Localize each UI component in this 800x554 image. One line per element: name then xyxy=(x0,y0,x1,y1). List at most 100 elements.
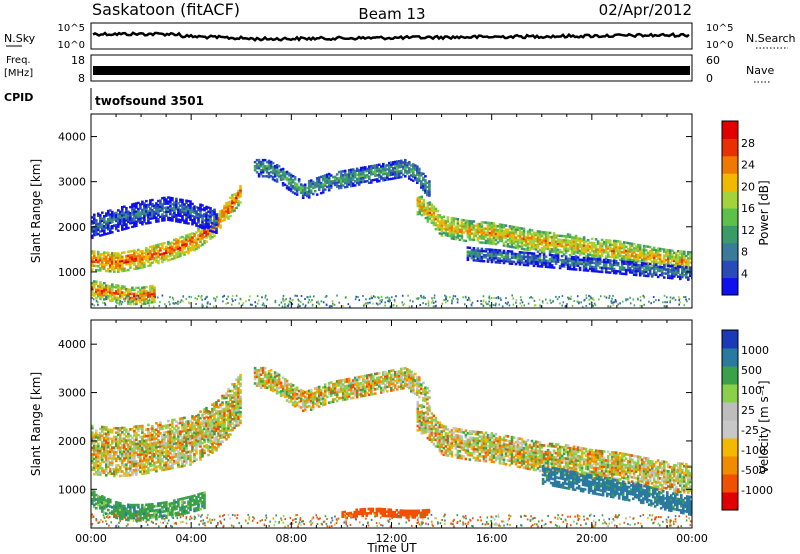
cell xyxy=(614,269,618,273)
cell xyxy=(238,302,240,305)
cell xyxy=(311,180,315,184)
cell xyxy=(610,301,613,304)
cell xyxy=(91,297,93,300)
cell xyxy=(195,222,198,225)
cell xyxy=(414,178,417,181)
cell xyxy=(526,236,530,239)
cell xyxy=(251,303,253,306)
cell xyxy=(132,300,135,303)
cell xyxy=(502,224,506,227)
cell xyxy=(117,296,120,300)
cell xyxy=(111,212,114,216)
cell xyxy=(542,255,546,258)
cell xyxy=(149,444,152,448)
cell xyxy=(470,248,474,252)
cell xyxy=(115,225,118,229)
cell xyxy=(163,254,166,257)
cell xyxy=(157,207,160,211)
cell xyxy=(151,299,154,302)
cell xyxy=(299,183,303,186)
cell xyxy=(528,240,532,244)
cell xyxy=(139,213,142,216)
cell xyxy=(277,171,281,174)
cell xyxy=(345,183,349,187)
band-5 xyxy=(91,196,218,239)
cell xyxy=(538,248,542,252)
cell xyxy=(341,176,345,179)
cell xyxy=(159,199,162,202)
cell xyxy=(482,221,486,224)
cell xyxy=(105,263,108,267)
cell xyxy=(149,221,152,224)
cell xyxy=(464,219,468,222)
cell xyxy=(426,206,430,209)
cell xyxy=(614,248,618,251)
cell xyxy=(510,243,514,247)
cell xyxy=(669,301,671,304)
cell xyxy=(663,248,666,251)
cell xyxy=(297,186,301,189)
cell xyxy=(402,167,405,170)
cell xyxy=(620,260,624,263)
cell xyxy=(111,441,114,445)
cell xyxy=(153,250,156,254)
cell xyxy=(502,244,506,247)
cell xyxy=(97,258,100,262)
cell xyxy=(121,285,124,288)
cell xyxy=(151,286,154,290)
cell xyxy=(101,430,104,433)
cell xyxy=(97,224,100,228)
cell xyxy=(566,247,570,250)
cell xyxy=(133,217,136,220)
cell xyxy=(281,173,285,177)
cell xyxy=(552,300,554,303)
cell xyxy=(323,180,327,183)
cell xyxy=(571,304,574,307)
cell xyxy=(181,243,184,247)
cell xyxy=(498,227,502,230)
cell xyxy=(109,221,112,224)
cell xyxy=(436,209,440,213)
cell xyxy=(458,234,462,238)
cell xyxy=(195,241,198,244)
cell xyxy=(580,250,584,253)
cell xyxy=(91,230,94,233)
cell xyxy=(351,176,355,179)
cell xyxy=(95,457,98,461)
cell xyxy=(119,264,122,267)
cell xyxy=(588,263,592,266)
cell xyxy=(420,180,423,183)
cell xyxy=(127,454,130,457)
cell xyxy=(157,245,160,249)
cell xyxy=(512,227,516,231)
cell xyxy=(516,255,520,258)
cell xyxy=(638,260,642,263)
cell xyxy=(217,220,220,224)
cell xyxy=(159,257,162,260)
cell xyxy=(510,237,514,241)
cell xyxy=(496,231,500,234)
cell xyxy=(137,201,140,205)
cell xyxy=(125,261,128,264)
cell xyxy=(128,298,131,301)
cell xyxy=(109,295,112,298)
cell xyxy=(671,253,674,256)
cell xyxy=(141,292,144,296)
cell xyxy=(418,212,422,215)
cell xyxy=(665,268,668,271)
cell xyxy=(492,248,496,252)
cell xyxy=(109,270,112,273)
cell xyxy=(211,222,214,225)
cell xyxy=(558,248,562,252)
cell xyxy=(155,246,158,249)
cell xyxy=(200,296,202,299)
cell xyxy=(622,247,626,250)
cell xyxy=(570,255,574,259)
cell xyxy=(143,210,146,213)
cell xyxy=(279,168,283,171)
cell xyxy=(586,249,590,252)
cell xyxy=(157,249,160,253)
cell xyxy=(161,438,164,441)
cell xyxy=(127,218,130,222)
cell xyxy=(149,295,152,298)
